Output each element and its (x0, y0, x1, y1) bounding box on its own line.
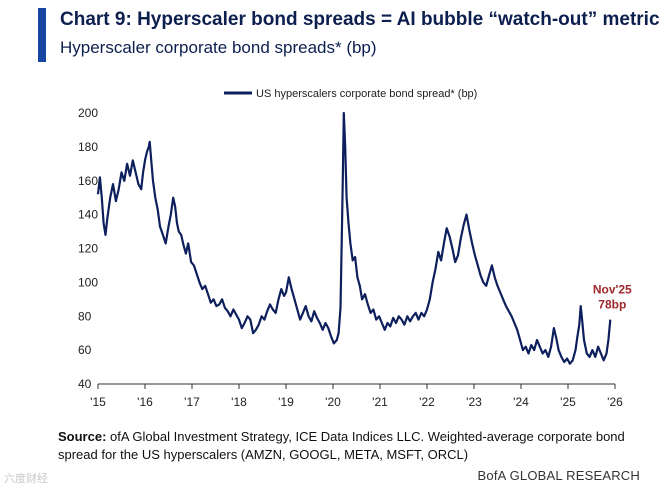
series-line-hyperscaler-spread (96, 111, 612, 365)
y-tick-label: 60 (78, 343, 92, 357)
chart-axes: 40 60 80 100 120 140 160 180 200 '15 '16 '17 '18 '19 '… (78, 106, 623, 409)
x-tick-label: '20 (325, 395, 341, 409)
annotation-value: 78bp (598, 298, 626, 312)
source-note: Source: ofA Global Investment Strategy, … (58, 428, 648, 464)
y-tick-label: 100 (78, 275, 98, 289)
line-chart: 40 60 80 100 120 140 160 180 200 '15 '16 '17 '18 '19 '… (78, 88, 632, 409)
y-tick-label: 200 (78, 106, 98, 120)
y-tick-label: 40 (78, 377, 92, 391)
x-tick-label: '18 (231, 395, 247, 409)
last-value-annotation: Nov'25 78bp (593, 283, 632, 312)
x-tick-label: '23 (466, 395, 482, 409)
x-tick-label: '15 (90, 395, 106, 409)
title-accent-bar (38, 8, 46, 62)
chart-legend: US hyperscalers corporate bond spread* (… (224, 88, 477, 100)
y-tick-label: 180 (78, 140, 98, 154)
chart-subtitle: Hyperscaler corporate bond spreads* (bp) (60, 38, 377, 57)
legend-label: US hyperscalers corporate bond spread* (… (256, 88, 477, 100)
watermark-logo: 六度财经 (4, 473, 48, 485)
y-tick-label: 140 (78, 208, 98, 222)
x-tick-label: '26 (607, 395, 623, 409)
source-label: Source: (58, 429, 107, 444)
x-tick-label: '19 (278, 395, 294, 409)
x-tick-label: '21 (372, 395, 388, 409)
y-tick-label: 80 (78, 309, 92, 323)
source-text: ofA Global Investment Strategy, ICE Data… (58, 429, 625, 462)
annotation-date: Nov'25 (593, 283, 632, 297)
x-tick-label: '25 (560, 395, 576, 409)
y-tick-label: 160 (78, 174, 98, 188)
x-tick-label: '16 (137, 395, 153, 409)
x-tick-label: '17 (184, 395, 200, 409)
chart-title: Chart 9: Hyperscaler bond spreads = AI b… (60, 9, 660, 30)
y-tick-label: 120 (78, 242, 98, 256)
x-tick-label: '22 (419, 395, 435, 409)
brand-footer: BofA GLOBAL RESEARCH (477, 468, 640, 483)
x-tick-label: '24 (513, 395, 529, 409)
